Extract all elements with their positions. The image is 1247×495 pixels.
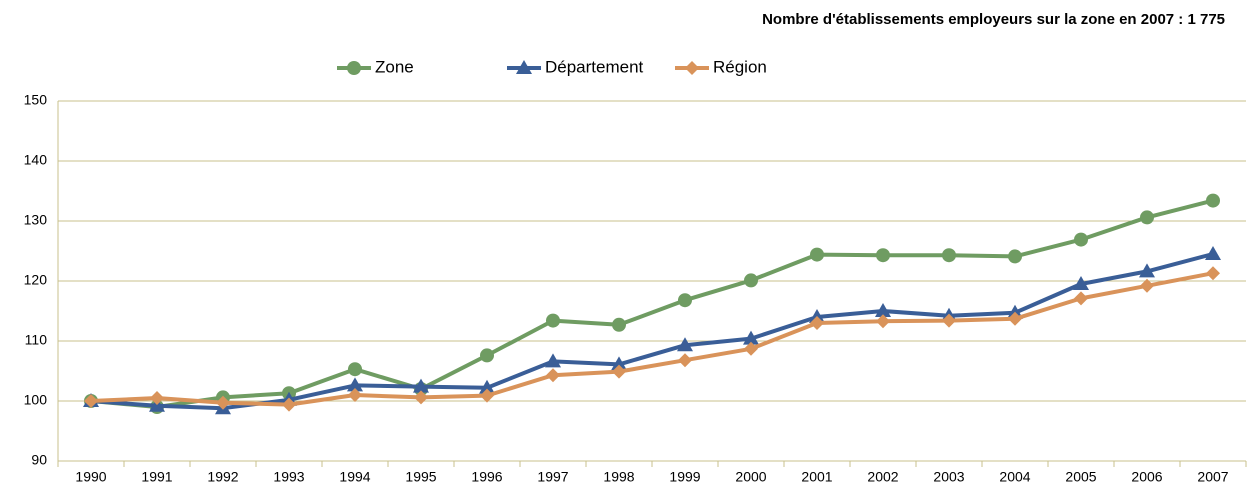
chart-title: Nombre d'établissements employeurs sur l… — [762, 11, 1225, 28]
marker — [942, 248, 956, 263]
x-tick-label: 1992 — [207, 469, 238, 485]
marker — [743, 330, 759, 345]
marker — [480, 348, 494, 363]
legend-label: Région — [713, 57, 767, 76]
marker — [516, 60, 532, 74]
x-tick-label: 2001 — [801, 469, 832, 485]
series-line — [90, 271, 1214, 407]
marker — [744, 273, 758, 288]
marker — [479, 379, 495, 394]
x-tick-label: 2006 — [1131, 469, 1162, 485]
x-tick-label: 1999 — [669, 469, 700, 485]
marker — [678, 353, 692, 368]
legend-label: Zone — [375, 57, 414, 76]
marker — [413, 378, 429, 393]
x-tick-label: 1993 — [273, 469, 304, 485]
marker — [347, 61, 361, 75]
x-tick-label: 1997 — [537, 469, 568, 485]
y-tick-label: 130 — [24, 212, 48, 228]
x-tick-label: 1990 — [75, 469, 106, 485]
x-tick-label: 1995 — [405, 469, 436, 485]
marker — [1008, 311, 1022, 326]
marker — [348, 362, 362, 377]
marker — [282, 397, 296, 412]
marker — [1139, 263, 1155, 278]
marker — [1140, 210, 1154, 225]
x-tick-label: 2003 — [933, 469, 964, 485]
marker — [480, 388, 494, 403]
marker — [1073, 276, 1089, 290]
marker — [347, 377, 363, 392]
marker — [875, 303, 891, 317]
marker — [810, 316, 824, 330]
marker — [546, 313, 560, 328]
marker — [685, 61, 699, 75]
marker — [1074, 232, 1088, 247]
marker — [612, 317, 626, 332]
marker — [1008, 249, 1022, 264]
x-tick-label: 2004 — [999, 469, 1030, 485]
marker — [744, 341, 758, 356]
x-tick-label: 1996 — [471, 469, 502, 485]
x-tick-label: 2000 — [735, 469, 766, 485]
y-tick-label: 140 — [24, 152, 48, 168]
marker — [677, 337, 693, 352]
marker — [1206, 193, 1220, 208]
y-tick-label: 120 — [24, 272, 48, 288]
x-tick-label: 1994 — [339, 469, 370, 485]
marker — [1206, 266, 1220, 281]
marker — [678, 293, 692, 308]
x-tick-label: 2005 — [1065, 469, 1096, 485]
marker — [1140, 278, 1154, 293]
marker — [414, 390, 428, 405]
x-tick-label: 2007 — [1197, 469, 1228, 485]
marker — [876, 248, 890, 263]
y-tick-label: 90 — [31, 452, 47, 468]
marker — [1074, 291, 1088, 306]
legend-label: Département — [545, 57, 644, 76]
series-line — [90, 252, 1214, 411]
x-tick-label: 1998 — [603, 469, 634, 485]
y-tick-label: 100 — [24, 392, 48, 408]
series-line — [90, 198, 1214, 409]
x-tick-label: 1991 — [141, 469, 172, 485]
y-tick-label: 110 — [25, 332, 48, 348]
marker — [545, 353, 561, 368]
marker — [216, 395, 230, 410]
marker — [810, 247, 824, 262]
marker — [611, 356, 627, 371]
marker — [84, 394, 98, 408]
marker — [546, 368, 560, 383]
marker — [942, 313, 956, 328]
y-tick-label: 150 — [24, 92, 48, 108]
marker — [1205, 246, 1221, 260]
marker — [612, 364, 626, 379]
marker — [150, 391, 164, 405]
marker — [876, 314, 890, 329]
x-tick-label: 2002 — [867, 469, 898, 485]
marker — [348, 388, 362, 402]
